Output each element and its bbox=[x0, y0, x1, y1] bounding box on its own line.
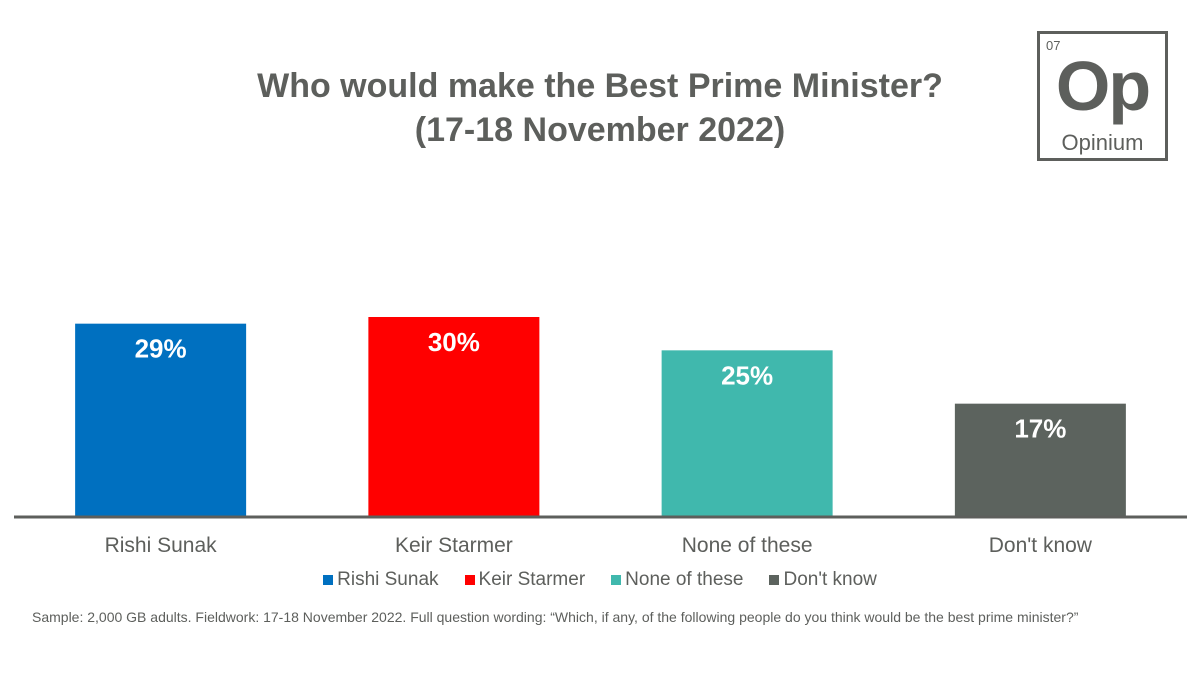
legend-swatch bbox=[611, 575, 622, 585]
legend-label: None of these bbox=[625, 569, 744, 590]
legend-label: Don't know bbox=[783, 569, 877, 590]
legend-item-keir-starmer: Keir Starmer bbox=[464, 569, 586, 591]
logo-symbol: Op bbox=[1055, 47, 1151, 125]
legend-item-none-of-these: None of these bbox=[611, 569, 743, 591]
legend-swatch bbox=[464, 575, 475, 585]
legend-swatch bbox=[769, 575, 780, 585]
x-tick-label-keir-starmer: Keir Starmer bbox=[395, 534, 513, 557]
x-tick-label-don-t-know: Don't know bbox=[989, 534, 1093, 557]
legend-label: Keir Starmer bbox=[478, 569, 586, 590]
chart-subtitle: (17-18 November 2022) bbox=[414, 111, 786, 149]
legend-item-rishi-sunak: Rishi Sunak bbox=[323, 569, 439, 591]
legend-item-dont-know: Don't know bbox=[769, 569, 877, 591]
legend-swatch bbox=[323, 575, 334, 585]
legend-label: Rishi Sunak bbox=[337, 569, 439, 590]
bar-rishi-sunak bbox=[75, 323, 247, 517]
data-label-keir-starmer: 30% bbox=[428, 327, 480, 357]
logo-number: 07 bbox=[1046, 38, 1061, 53]
x-tick-label-none-of-these: None of these bbox=[682, 534, 813, 557]
chart-title: Who would make the Best Prime Minister? bbox=[257, 67, 943, 105]
data-label-don-t-know: 17% bbox=[1014, 414, 1066, 444]
chart-legend: Rishi Sunak Keir Starmer None of these D… bbox=[0, 569, 1200, 591]
bar-don-t-know bbox=[954, 403, 1126, 517]
footnote: Sample: 2,000 GB adults. Fieldwork: 17-1… bbox=[32, 609, 1079, 625]
data-label-none-of-these: 25% bbox=[721, 360, 773, 390]
data-label-rishi-sunak: 29% bbox=[135, 334, 187, 364]
x-tick-label-rishi-sunak: Rishi Sunak bbox=[105, 534, 218, 557]
logo-name: Opinium bbox=[1061, 130, 1144, 155]
opinium-logo: 07 Op Opinium bbox=[1037, 31, 1168, 161]
bar-none-of-these bbox=[661, 350, 833, 517]
bar-keir-starmer bbox=[368, 317, 540, 517]
